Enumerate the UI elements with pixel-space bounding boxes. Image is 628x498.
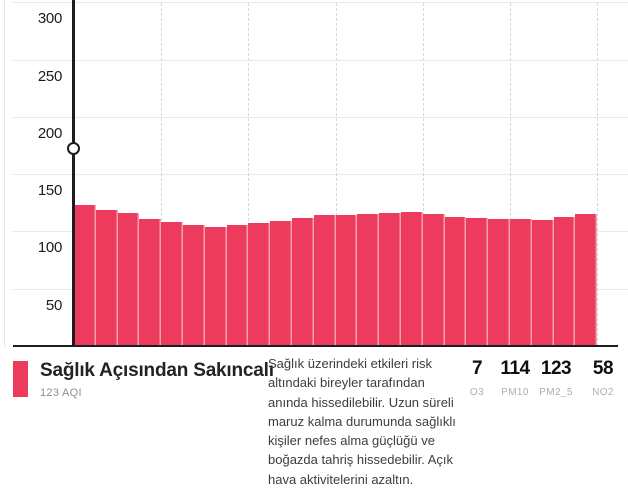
aqi-bar[interactable] [117,213,140,346]
y-tick-label: 50 [45,296,62,314]
y-axis-line [72,0,75,346]
aqi-bar[interactable] [422,214,445,346]
pollutant-pm10: 114 PM10 [500,358,530,398]
pollutant-label: O3 [469,387,485,398]
pollutant-label: NO2 [592,387,614,398]
pollutant-no2: 58 NO2 [592,358,614,398]
pollutant-label: PM10 [501,387,529,398]
aqi-bar[interactable] [182,224,205,346]
aqi-bar[interactable] [509,218,532,346]
aqi-bar[interactable] [270,221,292,346]
pollutant-value: 114 [500,358,530,379]
y-gridline [13,116,628,118]
y-tick-label: 250 [37,67,62,85]
pollutant-pm2_5: 123 PM2_5 [539,358,573,398]
aqi-bar-chart: 300 250 200 150 100 50 [4,0,628,347]
y-gridline [13,2,628,4]
aqi-description: Sağlık üzerindeki etkileri risk altındak… [268,356,456,487]
aqi-bar[interactable] [575,214,598,346]
pollutant-readings: 7 O3 114 PM10 123 PM2_5 58 NO2 [0,347,628,407]
aqi-bar[interactable] [139,218,162,346]
x-dashed-gridline [161,3,163,346]
aqi-bar[interactable] [291,217,314,346]
aqi-bar[interactable] [226,224,249,346]
y-tick-label: 200 [37,124,62,142]
y-gridline [13,174,628,176]
legend-swatch [13,361,28,397]
x-dashed-gridline [248,3,250,346]
aqi-bar[interactable] [531,219,554,346]
aqi-bar[interactable] [400,211,423,346]
pollutant-value: 123 [540,358,572,379]
aqi-bar[interactable] [313,215,336,346]
y-tick-label: 100 [37,239,62,257]
aqi-bar[interactable] [204,226,227,346]
pollutant-value: 7 [471,358,483,379]
aqi-bar[interactable] [335,215,358,346]
aqi-bar[interactable] [95,209,118,346]
pollutant-value: 58 [592,358,614,379]
x-axis-line [13,344,618,347]
x-dashed-gridline [335,3,337,346]
chart-left-border [4,0,5,347]
aqi-category-title: Sağlık Açısından Sakıncalı [40,360,274,381]
y-tick-label: 150 [37,182,62,200]
time-slider-handle[interactable] [66,142,80,155]
x-dashed-gridline [597,3,598,346]
x-dashed-gridline [509,3,511,346]
aqi-bar[interactable] [488,218,510,346]
aqi-bar[interactable] [74,205,96,346]
aqi-bar[interactable] [444,216,467,346]
pollutant-o3: 7 O3 [470,358,484,398]
aqi-bar[interactable] [553,216,576,346]
aqi-bars [74,0,598,346]
pollutant-label: PM2_5 [539,387,573,398]
summary-row: Sağlık Açısından Sakıncalı 123 AQI Sağlı… [0,347,628,498]
aqi-value-label: 123 AQI [40,387,82,399]
aqi-bar[interactable] [357,214,380,346]
x-dashed-gridline [422,3,424,346]
aqi-bar[interactable] [379,213,401,346]
aqi-bar[interactable] [248,223,271,346]
aqi-bar[interactable] [466,217,489,346]
y-gridline [13,59,628,61]
aqi-bar[interactable] [161,222,183,346]
y-tick-label: 300 [37,10,62,28]
